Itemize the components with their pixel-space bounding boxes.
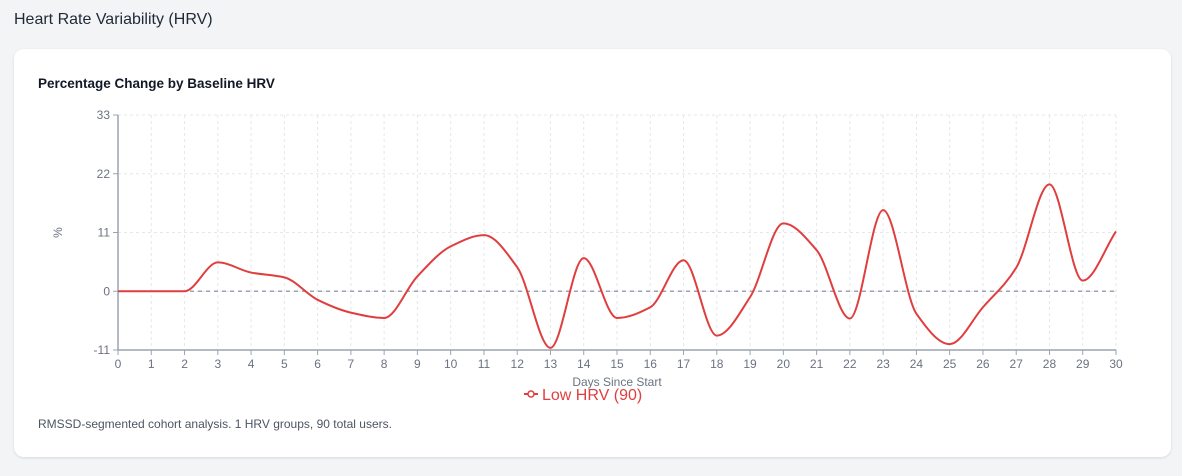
x-tick-label: 24	[910, 357, 924, 371]
x-tick-label: 18	[710, 357, 724, 371]
x-tick-label: 20	[777, 357, 791, 371]
y-tick-label: 11	[98, 226, 111, 240]
chart-series	[118, 183, 1117, 349]
x-tick-label: 22	[843, 357, 857, 371]
x-tick-label: 27	[1010, 357, 1024, 371]
series-line-low-hrv	[118, 183, 1117, 349]
x-tick-label: 16	[644, 357, 658, 371]
y-tick-label: 33	[97, 108, 111, 122]
x-tick-label: 8	[381, 357, 388, 371]
y-tick-label: 22	[97, 167, 111, 181]
x-tick-label: 25	[943, 357, 957, 371]
x-tick-label: 15	[610, 357, 624, 371]
x-tick-label: 28	[1043, 357, 1057, 371]
x-tick-label: 7	[348, 357, 355, 371]
x-tick-label: 23	[876, 357, 890, 371]
x-tick-label: 30	[1109, 357, 1123, 371]
chart-legend[interactable]: Low HRV (90)	[524, 387, 642, 404]
section-title: Heart Rate Variability (HRV)	[14, 11, 213, 28]
x-tick-label: 4	[248, 357, 255, 371]
y-tick-label: 0	[103, 284, 110, 298]
x-tick-label: 26	[976, 357, 990, 371]
legend-marker-icon	[527, 390, 535, 398]
x-tick-label: 14	[577, 357, 591, 371]
x-tick-label: 10	[444, 357, 458, 371]
x-tick-label: 21	[810, 357, 824, 371]
x-axis-title: Days Since Start	[572, 375, 662, 389]
chart-title: Percentage Change by Baseline HRV	[38, 76, 275, 91]
legend-label: Low HRV (90)	[542, 387, 642, 404]
x-tick-label: 9	[414, 357, 421, 371]
x-tick-label: 3	[214, 357, 221, 371]
x-tick-label: 0	[115, 357, 122, 371]
y-tick-label: -11	[94, 343, 111, 357]
x-tick-label: 1	[148, 357, 155, 371]
x-tick-label: 5	[281, 357, 288, 371]
x-tick-label: 2	[181, 357, 188, 371]
x-tick-label: 29	[1076, 357, 1090, 371]
x-tick-label: 17	[677, 357, 691, 371]
x-tick-label: 19	[743, 357, 757, 371]
x-tick-label: 6	[314, 357, 321, 371]
x-tick-label: 13	[544, 357, 558, 371]
x-tick-label: 11	[478, 357, 491, 371]
y-axis-title: %	[51, 227, 65, 238]
footnote: RMSSD-segmented cohort analysis. 1 HRV g…	[38, 417, 392, 431]
chart-grid	[118, 114, 1117, 350]
legend-item-low-hrv[interactable]: Low HRV (90)	[524, 387, 642, 404]
x-tick-label: 12	[511, 357, 525, 371]
chart-card: Percentage Change by Baseline HRV -11 0 11…	[14, 49, 1171, 457]
